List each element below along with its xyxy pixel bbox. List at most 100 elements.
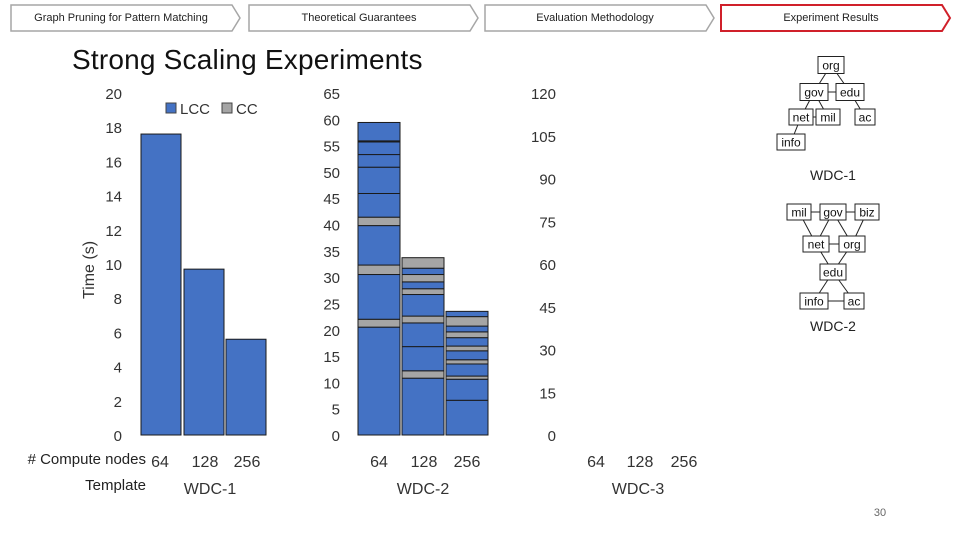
- chart-1: 0 2 4 6 8 10 12 14 16 18 20 64 128 256 WDC-1 Time (s) LC…: [81, 86, 267, 498]
- template-caption: WDC-1: [810, 167, 856, 183]
- bar-segment-lcc: [357, 154, 401, 168]
- nav-tab-label: Experiment Results: [783, 12, 879, 24]
- y-tick-label: 20: [105, 86, 122, 103]
- bar-segment-lcc: [445, 337, 489, 347]
- x-axis-label: WDC-1: [184, 481, 237, 498]
- template-node-box: [776, 133, 806, 151]
- template-node-box: [786, 203, 812, 221]
- nav-tab-graph-pruning[interactable]: Graph Pruning for Pattern Matching: [10, 4, 242, 32]
- bar-segment-lcc: [401, 294, 445, 317]
- y-tick-label: 6: [114, 325, 122, 342]
- bar-segment-cc: [357, 264, 401, 276]
- y-tick-label: 12: [105, 223, 122, 240]
- template-node-box: [802, 235, 830, 253]
- legend-label: LCC: [180, 101, 210, 118]
- bar-segment-lcc: [357, 225, 401, 266]
- bar-segment-cc: [445, 345, 489, 352]
- tab-chevron-shape: [248, 4, 479, 32]
- y-tick-label: 10: [323, 375, 340, 392]
- bar-segment-lcc: [401, 377, 445, 436]
- x-category-label: 64: [587, 454, 605, 471]
- page-title: Strong Scaling Experiments: [72, 44, 423, 75]
- tab-chevron-shape: [10, 4, 241, 32]
- tab-chevron-shape: [484, 4, 715, 32]
- bar-segment-cc: [357, 216, 401, 227]
- bar-segment-lcc: [357, 192, 401, 218]
- tab-chevron-shape-active: [720, 4, 952, 32]
- template-node-box: [817, 56, 845, 74]
- x-category-label: 128: [192, 454, 219, 471]
- template-node-box: [835, 83, 865, 101]
- x-category-label: 256: [234, 454, 261, 471]
- template-node-label: info: [781, 136, 801, 150]
- y-tick-label: 65: [323, 86, 340, 103]
- y-tick-label: 50: [323, 165, 340, 182]
- y-tick-label: 60: [323, 112, 340, 129]
- bar-lcc: [225, 338, 267, 436]
- bar-segment-cc: [445, 316, 489, 327]
- bar-lcc: [140, 133, 182, 436]
- y-tick-label: 90: [539, 172, 556, 189]
- y-tick-label: 45: [539, 300, 556, 317]
- y-tick-label: 55: [323, 139, 340, 156]
- slide-number: 30: [873, 507, 887, 519]
- template-node-box: [838, 235, 866, 253]
- template-node-box: [799, 83, 829, 101]
- template-node-box: [788, 108, 814, 126]
- y-tick-label: 120: [531, 86, 556, 103]
- template-node-label: ac: [848, 295, 861, 309]
- bar-segment-lcc: [357, 274, 401, 320]
- compute-nodes-label: # Compute nodes: [27, 451, 146, 468]
- bar-segment-cc: [445, 359, 489, 365]
- y-tick-label: 0: [114, 428, 122, 445]
- template-node-label: edu: [823, 266, 843, 280]
- x-axis-label: WDC-3: [612, 481, 665, 498]
- template-node-label: net: [793, 111, 810, 125]
- template-graph-wdc-1: org gov edu net mil ac info WDC-1: [776, 56, 876, 183]
- template-node-box: [819, 263, 847, 281]
- nav-tab-theoretical-guarantees[interactable]: Theoretical Guarantees: [248, 4, 480, 32]
- y-tick-label: 2: [114, 394, 122, 411]
- y-tick-label: 18: [105, 120, 122, 137]
- nav-tab-label: Theoretical Guarantees: [301, 12, 417, 24]
- y-tick-label: 60: [539, 257, 556, 274]
- template-label: Template: [85, 477, 146, 494]
- bar-segment-lcc: [401, 267, 445, 276]
- template-node-box: [854, 108, 876, 126]
- y-tick-label: 25: [323, 296, 340, 313]
- nav-tab-experiment-results[interactable]: Experiment Results: [720, 4, 952, 32]
- y-tick-label: 30: [539, 343, 556, 360]
- template-node-label: mil: [791, 206, 806, 220]
- template-node-label: info: [804, 295, 824, 309]
- template-node-label: ac: [859, 111, 872, 125]
- section-nav: Graph Pruning for Pattern Matching Theor…: [10, 4, 952, 32]
- template-node-box: [819, 203, 847, 221]
- bar-segment-lcc: [401, 346, 445, 372]
- template-node-box: [843, 292, 865, 310]
- bar-segment-lcc: [445, 310, 489, 318]
- y-tick-label: 75: [539, 214, 556, 231]
- y-tick-label: 15: [539, 385, 556, 402]
- bar-segment-cc: [401, 370, 445, 379]
- x-category-label: 64: [370, 454, 388, 471]
- nav-tab-label: Graph Pruning for Pattern Matching: [34, 12, 208, 24]
- bar-segment-lcc: [445, 363, 489, 377]
- x-category-label: 256: [671, 454, 698, 471]
- bar-segment-cc: [357, 318, 401, 328]
- bar-lcc: [183, 268, 225, 436]
- bar-segment-lcc: [401, 281, 445, 290]
- bar-segment-cc: [445, 331, 489, 339]
- nav-tab-evaluation-methodology[interactable]: Evaluation Methodology: [484, 4, 716, 32]
- y-tick-label: 5: [332, 402, 340, 419]
- x-category-label: 64: [151, 454, 169, 471]
- x-category-label: 128: [411, 454, 438, 471]
- template-node-label: edu: [840, 86, 860, 100]
- y-tick-label: 8: [114, 291, 122, 308]
- bar-segment-lcc: [445, 378, 489, 401]
- bar-segment-lcc: [445, 399, 489, 436]
- x-axis-label: WDC-2: [397, 481, 450, 498]
- chart-3: 0 15 30 45 60 75 90 105 120 64 128 256 WDC-3: [531, 86, 697, 498]
- y-tick-label: 30: [323, 270, 340, 287]
